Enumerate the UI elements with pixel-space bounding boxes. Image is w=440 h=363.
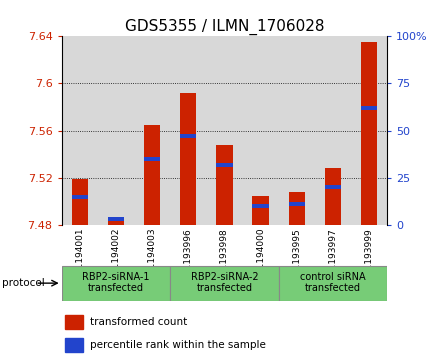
Text: RBP2-siRNA-2
transfected: RBP2-siRNA-2 transfected bbox=[191, 272, 258, 293]
Bar bbox=[144, 157, 160, 161]
Bar bbox=[98, 36, 134, 225]
Bar bbox=[216, 163, 232, 167]
Bar bbox=[62, 36, 98, 225]
FancyBboxPatch shape bbox=[170, 266, 279, 301]
Bar bbox=[361, 42, 377, 225]
FancyBboxPatch shape bbox=[279, 266, 387, 301]
Bar bbox=[180, 93, 196, 225]
Text: control siRNA
transfected: control siRNA transfected bbox=[300, 272, 366, 293]
Text: transformed count: transformed count bbox=[90, 317, 187, 327]
Bar bbox=[325, 168, 341, 225]
Text: percentile rank within the sample: percentile rank within the sample bbox=[90, 340, 266, 350]
Bar bbox=[242, 36, 279, 225]
Bar bbox=[134, 36, 170, 225]
Bar bbox=[72, 195, 88, 199]
Bar bbox=[253, 196, 269, 225]
Bar bbox=[216, 145, 232, 225]
Bar bbox=[108, 217, 124, 221]
Bar bbox=[170, 36, 206, 225]
Bar bbox=[65, 315, 83, 329]
Bar bbox=[351, 36, 387, 225]
Bar bbox=[108, 217, 124, 225]
Bar bbox=[361, 106, 377, 110]
Text: RBP2-siRNA-1
transfected: RBP2-siRNA-1 transfected bbox=[82, 272, 150, 293]
Bar bbox=[325, 185, 341, 189]
Bar bbox=[279, 36, 315, 225]
Bar bbox=[289, 202, 305, 207]
Bar bbox=[65, 338, 83, 352]
Bar bbox=[315, 36, 351, 225]
Bar bbox=[289, 192, 305, 225]
Bar bbox=[144, 125, 160, 225]
Bar bbox=[253, 204, 269, 208]
Bar bbox=[72, 179, 88, 225]
Bar bbox=[180, 134, 196, 138]
Title: GDS5355 / ILMN_1706028: GDS5355 / ILMN_1706028 bbox=[125, 19, 324, 35]
FancyBboxPatch shape bbox=[62, 266, 170, 301]
Bar bbox=[206, 36, 242, 225]
Text: protocol: protocol bbox=[2, 278, 45, 288]
